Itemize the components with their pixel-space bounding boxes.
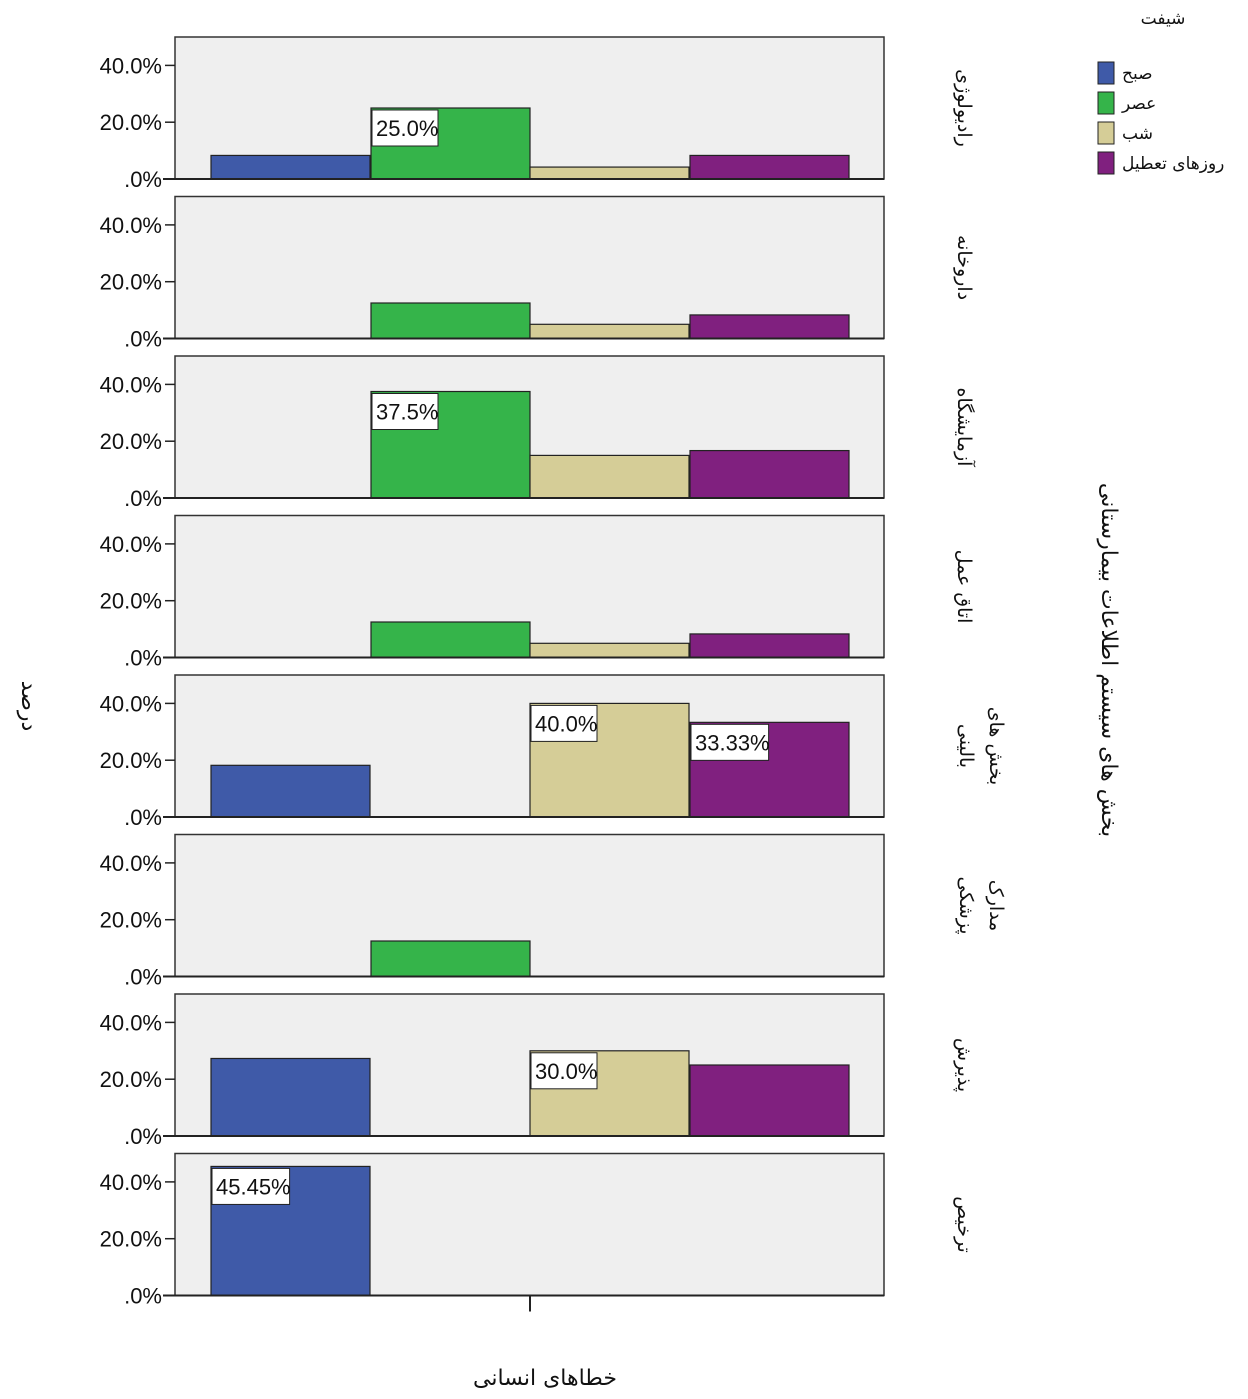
y-axis-title: درصد xyxy=(16,681,41,732)
bar-6-2 xyxy=(370,940,531,978)
bar-2-4 xyxy=(689,314,850,340)
data-label-box xyxy=(530,704,598,742)
bar-1-3 xyxy=(529,166,690,180)
data-label-box xyxy=(211,1167,291,1205)
y-tick-label: .0% xyxy=(124,805,162,830)
row-label-8: ترخیص xyxy=(953,1196,975,1253)
y-tick-label: .0% xyxy=(124,1124,162,1149)
data-label-text: 25.0% xyxy=(376,116,438,141)
bar-4-4 xyxy=(689,633,850,659)
data-label-text: 33.33% xyxy=(695,730,770,755)
bar-2-3 xyxy=(529,323,690,340)
legend-swatch-4 xyxy=(1097,151,1115,175)
y-tick-label: .0% xyxy=(124,1284,162,1309)
row-label-5-line-1: بخش های xyxy=(985,707,1007,786)
data-label-1-2: 25.0% xyxy=(371,109,439,147)
row-label-3: آزمایشگاه xyxy=(953,388,977,468)
legend-swatch-1 xyxy=(1097,61,1115,85)
panel-5: .0% 20.0% 40.0% 40.0% 33.33% بخش های بالینی xyxy=(100,674,1007,830)
data-label-8-1: 45.45% xyxy=(211,1167,291,1205)
y-tick-label: 40.0% xyxy=(100,532,162,557)
panel-7: .0% 20.0% 40.0% 30.0% پذیرش xyxy=(100,993,975,1149)
y-tick-label: 40.0% xyxy=(100,851,162,876)
data-label-5-4: 33.33% xyxy=(690,723,770,761)
data-label-box xyxy=(530,1052,598,1090)
y-tick-label: 40.0% xyxy=(100,53,162,78)
row-label-4: اتاق عمل xyxy=(953,550,975,624)
row-label-5-line-2: بالینی xyxy=(955,724,977,768)
data-label-text: 37.5% xyxy=(376,400,438,425)
panel-1: .0% 20.0% 40.0% 25.0% رادیولوژی xyxy=(100,36,975,192)
y-tick-label: .0% xyxy=(124,965,162,990)
y-tick-label: .0% xyxy=(124,486,162,511)
data-label-text: 30.0% xyxy=(535,1059,597,1084)
y-tick-label: 20.0% xyxy=(100,748,162,773)
bar-5-1 xyxy=(210,764,371,818)
y-tick-label: .0% xyxy=(124,646,162,671)
row-label-6-line-2: پزشکی xyxy=(955,876,977,934)
data-label-7-3: 30.0% xyxy=(530,1052,598,1090)
y-tick-label: 40.0% xyxy=(100,1170,162,1195)
y-tick-label: 40.0% xyxy=(100,1010,162,1035)
data-label-box xyxy=(690,723,770,761)
y-tick-label: 20.0% xyxy=(100,908,162,933)
bar-2-2 xyxy=(370,302,531,340)
panels-group: .0% 20.0% 40.0% 25.0% رادیولوژی .0% 20.0% 40.0%… xyxy=(100,36,1007,1312)
data-label-box xyxy=(371,109,439,147)
legend-label-1: صبح xyxy=(1122,64,1153,84)
row-label-7: پذیرش xyxy=(953,1038,975,1092)
y-tick-label: 20.0% xyxy=(100,589,162,614)
row-label-6-line-1: مدارک xyxy=(985,880,1007,932)
y-tick-label: 40.0% xyxy=(100,372,162,397)
y-tick-label: .0% xyxy=(124,167,162,192)
legend-swatch-2 xyxy=(1097,91,1115,115)
bar-3-4 xyxy=(689,449,850,499)
row-axis-title: بخش های سیستم اطلاعات بیمارستانی xyxy=(1096,483,1121,837)
data-label-5-3: 40.0% xyxy=(530,704,598,742)
x-axis-title: خطاهای انسانی xyxy=(473,1366,617,1391)
bar-3-3 xyxy=(529,454,690,499)
bar-7-1 xyxy=(210,1057,371,1137)
y-tick-label: 40.0% xyxy=(100,691,162,716)
legend: شیفت صبح عصر شب روزهای تعطیل xyxy=(1097,9,1224,175)
bar-7-4 xyxy=(689,1064,850,1137)
panel-6: .0% 20.0% 40.0% مدارک پزشکی xyxy=(100,833,1007,990)
y-tick-label: 20.0% xyxy=(100,110,162,135)
panel-3: .0% 20.0% 40.0% 37.5% آزمایشگاه xyxy=(100,355,977,511)
data-label-text: 40.0% xyxy=(535,711,597,736)
bar-1-1 xyxy=(210,154,371,180)
y-tick-label: 20.0% xyxy=(100,1227,162,1252)
y-tick-label: 20.0% xyxy=(100,1067,162,1092)
row-label-2: داروخانه xyxy=(953,235,975,300)
bar-4-3 xyxy=(529,642,690,659)
data-label-text: 45.45% xyxy=(216,1174,291,1199)
bar-4-2 xyxy=(370,621,531,659)
legend-label-2: عصر xyxy=(1121,94,1156,114)
legend-title: شیفت xyxy=(1141,9,1186,29)
legend-swatch-3 xyxy=(1097,121,1115,145)
y-tick-label: 40.0% xyxy=(100,213,162,238)
y-tick-label: 20.0% xyxy=(100,429,162,454)
legend-label-3: شب xyxy=(1122,124,1153,144)
y-tick-label: 20.0% xyxy=(100,270,162,295)
legend-label-4: روزهای تعطیل xyxy=(1122,154,1224,174)
data-label-3-2: 37.5% xyxy=(371,393,439,430)
panel-8: .0% 20.0% 40.0% 45.45% ترخیص xyxy=(100,1152,975,1309)
panel-4: .0% 20.0% 40.0% اتاق عمل xyxy=(100,514,975,671)
row-label-1: رادیولوژی xyxy=(953,69,975,147)
bar-1-4 xyxy=(689,154,850,180)
y-tick-label: .0% xyxy=(124,327,162,352)
panel-2: .0% 20.0% 40.0% داروخانه xyxy=(100,195,975,352)
data-label-box xyxy=(371,393,439,430)
